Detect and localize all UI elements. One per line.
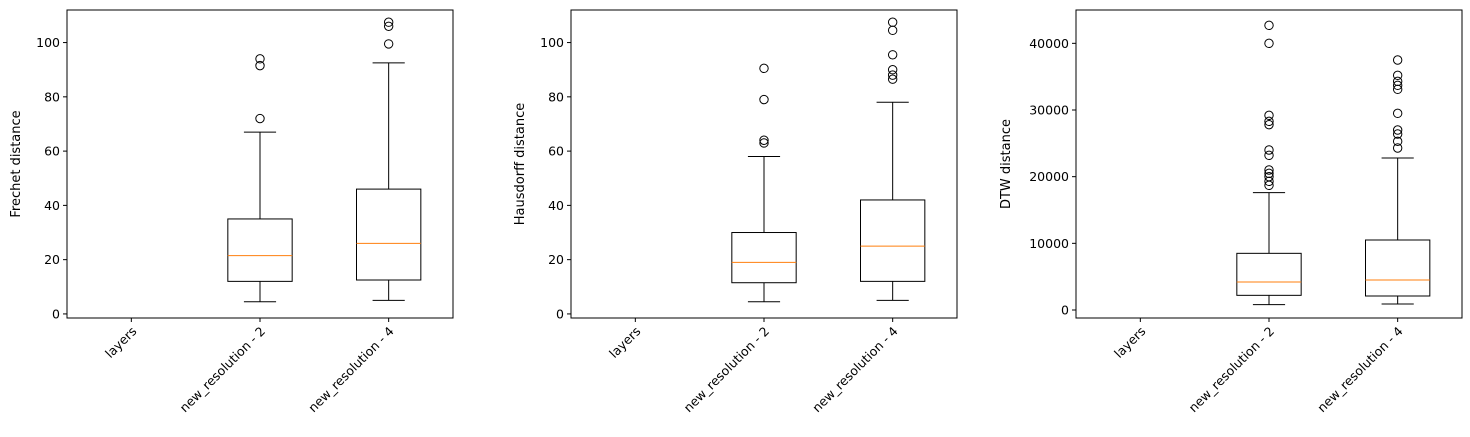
y-tick-label: 0: [52, 306, 60, 321]
outlier-point: [1264, 168, 1274, 179]
outlier-point: [1264, 116, 1274, 127]
outlier-point: [1264, 165, 1274, 175]
outlier-point: [1392, 76, 1403, 87]
chart-panel-1: 0 20 40 60 80 100 Frechet distance layers new_re…: [9, 9, 454, 416]
y-tick-label: 30000: [1029, 103, 1069, 118]
outlier-point: [759, 63, 769, 74]
outlier-point: [1392, 125, 1403, 135]
x-tick-label: new_resolution - 4: [1314, 323, 1406, 415]
iqr-box: [731, 232, 797, 284]
x-tick-label: layers: [102, 324, 139, 361]
y-tick-label: 10000: [1029, 236, 1069, 251]
x-tick-label: new_resolution - 2: [1186, 324, 1278, 416]
outlier-point: [383, 21, 394, 31]
outlier-point: [759, 94, 769, 105]
outlier-point: [887, 65, 898, 75]
outlier-point: [759, 138, 769, 148]
iqr-box: [356, 188, 422, 281]
x-tick-label: layers: [1111, 324, 1148, 361]
iqr-box: [860, 199, 926, 282]
y-axis-label: Hausdorff distance: [513, 103, 528, 225]
y-tick-label: 40000: [1029, 36, 1069, 51]
x-tick-label: new_resolution - 4: [305, 323, 397, 415]
outlier-point: [1392, 143, 1403, 153]
iqr-box: [227, 218, 293, 282]
outlier-point: [1392, 80, 1403, 91]
outlier-point: [1392, 108, 1403, 119]
y-tick-label: 0: [556, 306, 564, 321]
box-plot: [1236, 20, 1302, 306]
outlier-point: [887, 70, 898, 80]
y-tick-label: 100: [540, 35, 564, 50]
box-plot: [731, 63, 797, 303]
outlier-point: [1392, 55, 1403, 65]
outlier-point: [1392, 129, 1403, 139]
outlier-point: [759, 135, 769, 145]
outlier-point: [383, 39, 394, 49]
outlier-point: [255, 113, 265, 124]
outlier-point: [383, 17, 394, 27]
outlier-point: [1264, 20, 1274, 31]
outlier-point: [1264, 38, 1274, 49]
y-tick-label: 80: [44, 89, 60, 104]
y-tick-label: 60: [44, 144, 60, 159]
y-tick-label: 60: [548, 144, 564, 159]
outlier-point: [255, 54, 265, 64]
outlier-point: [1264, 171, 1274, 182]
outlier-point: [887, 17, 898, 27]
outlier-point: [1264, 145, 1274, 155]
y-tick-label: 80: [548, 89, 564, 104]
y-tick-label: 40: [548, 198, 564, 213]
outlier-point: [1392, 70, 1403, 81]
plot-frame: [1075, 9, 1463, 319]
outlier-point: [887, 25, 898, 36]
outlier-point: [255, 60, 265, 71]
box-plot: [356, 17, 422, 301]
iqr-box: [1365, 239, 1431, 297]
y-tick-label: 40: [44, 198, 60, 213]
y-tick-label: 20: [44, 252, 60, 267]
outlier-point: [887, 50, 898, 60]
outlier-point: [1264, 110, 1274, 121]
x-tick-label: new_resolution - 4: [809, 323, 901, 415]
y-tick-label: 100: [36, 35, 60, 50]
outlier-point: [1264, 119, 1274, 130]
outlier-point: [1264, 150, 1274, 161]
iqr-box: [1236, 252, 1302, 296]
y-tick-label: 20: [548, 252, 564, 267]
x-tick-label: layers: [606, 324, 643, 361]
outlier-point: [1392, 136, 1403, 147]
x-tick-label: new_resolution - 2: [177, 324, 269, 416]
chart-panel-3: 0 10000 20000 30000 40000 DTW distance layers n…: [999, 9, 1463, 416]
y-tick-label: 20000: [1029, 169, 1069, 184]
box-plot: [1365, 55, 1431, 305]
box-plot: [860, 17, 926, 301]
chart-panel-2: 0 20 40 60 80 100 Hausdorff distance layers new_…: [513, 9, 958, 416]
x-tick-label: new_resolution - 2: [681, 324, 773, 416]
box-plot: [227, 54, 293, 303]
y-axis-label: Frechet distance: [9, 110, 24, 217]
y-tick-label: 0: [1061, 303, 1069, 318]
outlier-point: [887, 74, 898, 84]
y-axis-label: DTW distance: [999, 119, 1014, 209]
